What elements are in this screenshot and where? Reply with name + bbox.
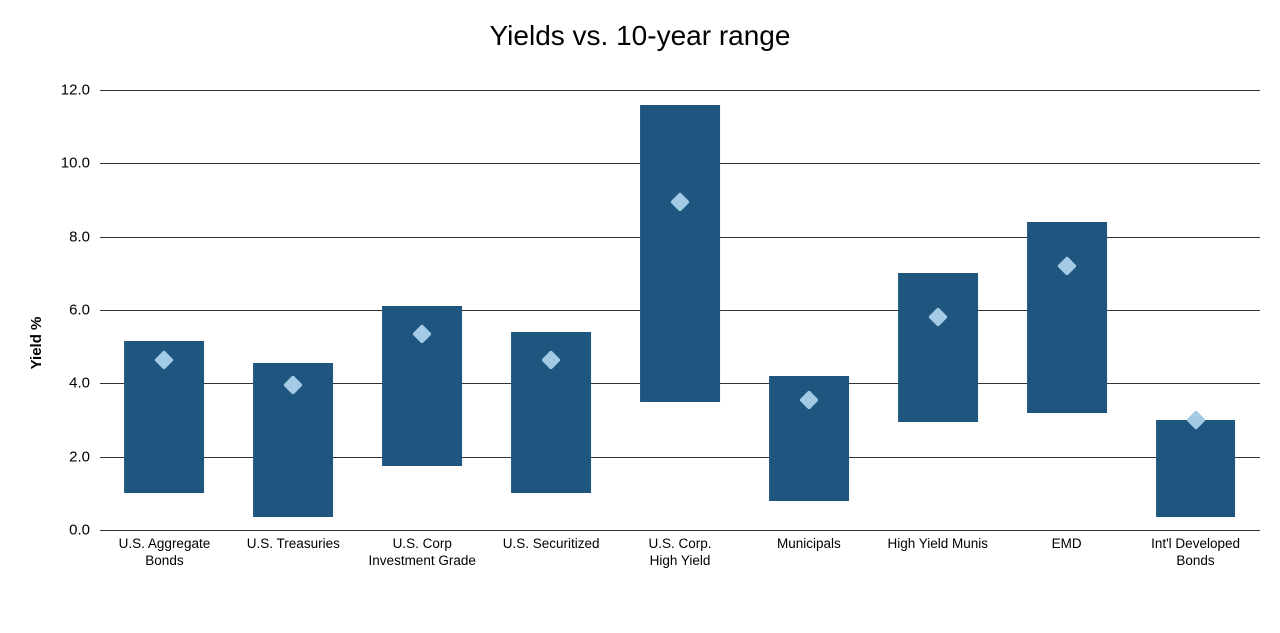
ytick-label: 12.0 [61,82,90,99]
range-bar [1156,420,1236,517]
ytick-label: 2.0 [69,448,90,465]
xtick-label: U.S. Treasuries [225,536,362,553]
ytick-label: 6.0 [69,302,90,319]
chart-title: Yields vs. 10-year range [0,0,1280,62]
xtick-label: U.S. Aggregate Bonds [96,536,233,570]
xtick-label: U.S. Corp. High Yield [612,536,749,570]
category-slot: U.S. Corp Investment Grade [358,90,487,530]
xtick-label: U.S. Corp Investment Grade [354,536,491,570]
category-slot: U.S. Corp. High Yield [616,90,745,530]
category-slot: U.S. Securitized [487,90,616,530]
xtick-label: U.S. Securitized [483,536,620,553]
gridline [100,530,1260,531]
range-bar [898,273,978,422]
xtick-label: High Yield Munis [869,536,1006,553]
chart-container: Yield % 0.02.04.06.08.010.012.0U.S. Aggr… [0,70,1280,615]
ytick-label: 0.0 [69,522,90,539]
y-axis-label: Yield % [28,316,45,369]
ytick-label: 8.0 [69,228,90,245]
range-bar [640,105,720,402]
ytick-label: 4.0 [69,375,90,392]
category-slot: U.S. Treasuries [229,90,358,530]
ytick-label: 10.0 [61,155,90,172]
category-slot: U.S. Aggregate Bonds [100,90,229,530]
range-bar [1027,222,1107,413]
category-slot: High Yield Munis [873,90,1002,530]
category-slot: Municipals [744,90,873,530]
category-slot: Int'l Developed Bonds [1131,90,1260,530]
xtick-label: EMD [998,536,1135,553]
xtick-label: Int'l Developed Bonds [1127,536,1264,570]
category-slot: EMD [1002,90,1131,530]
xtick-label: Municipals [740,536,877,553]
plot-area: 0.02.04.06.08.010.012.0U.S. Aggregate Bo… [100,90,1260,530]
